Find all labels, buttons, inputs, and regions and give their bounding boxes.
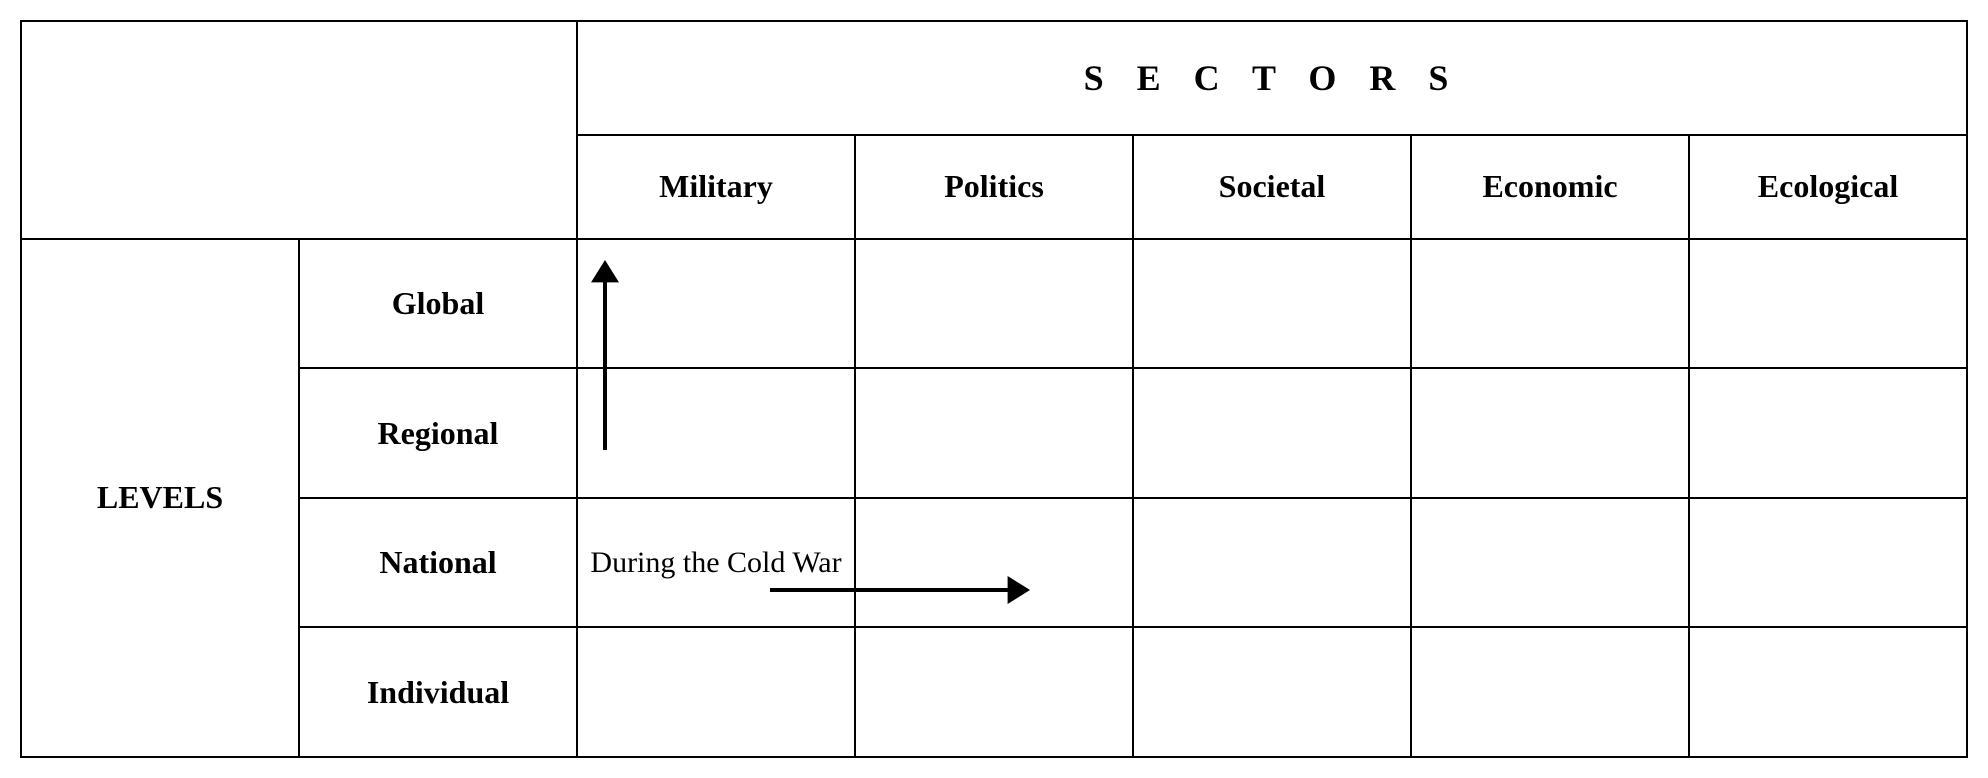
cell-regional-military xyxy=(577,368,855,498)
cell-individual-military xyxy=(577,627,855,757)
cell-national-societal xyxy=(1133,498,1411,628)
cell-global-ecological xyxy=(1689,239,1967,369)
levels-sectors-matrix: S E C T O R S Military Politics Societal… xyxy=(20,20,1968,758)
level-row-regional: Regional xyxy=(299,368,577,498)
sector-col-military: Military xyxy=(577,135,855,239)
level-row-individual: Individual xyxy=(299,627,577,757)
cell-regional-politics xyxy=(855,368,1133,498)
levels-header: LEVELS xyxy=(21,239,299,757)
corner-blank xyxy=(21,21,577,239)
cell-regional-economic xyxy=(1411,368,1689,498)
cell-national-ecological xyxy=(1689,498,1967,628)
level-row-global: Global xyxy=(299,239,577,369)
cell-individual-politics xyxy=(855,627,1133,757)
cell-individual-ecological xyxy=(1689,627,1967,757)
cell-national-economic xyxy=(1411,498,1689,628)
sectors-header: S E C T O R S xyxy=(577,21,1967,135)
cell-individual-economic xyxy=(1411,627,1689,757)
cell-regional-societal xyxy=(1133,368,1411,498)
cell-individual-societal xyxy=(1133,627,1411,757)
sector-col-politics: Politics xyxy=(855,135,1133,239)
sector-col-economic: Economic xyxy=(1411,135,1689,239)
cell-global-economic xyxy=(1411,239,1689,369)
cell-global-societal xyxy=(1133,239,1411,369)
cell-global-military xyxy=(577,239,855,369)
cell-national-politics xyxy=(855,498,1133,628)
cell-regional-ecological xyxy=(1689,368,1967,498)
cell-global-politics xyxy=(855,239,1133,369)
matrix-table-container: S E C T O R S Military Politics Societal… xyxy=(20,20,1968,758)
sector-col-societal: Societal xyxy=(1133,135,1411,239)
sector-col-ecological: Ecological xyxy=(1689,135,1967,239)
cell-national-military: During the Cold War xyxy=(577,498,855,628)
level-row-national: National xyxy=(299,498,577,628)
